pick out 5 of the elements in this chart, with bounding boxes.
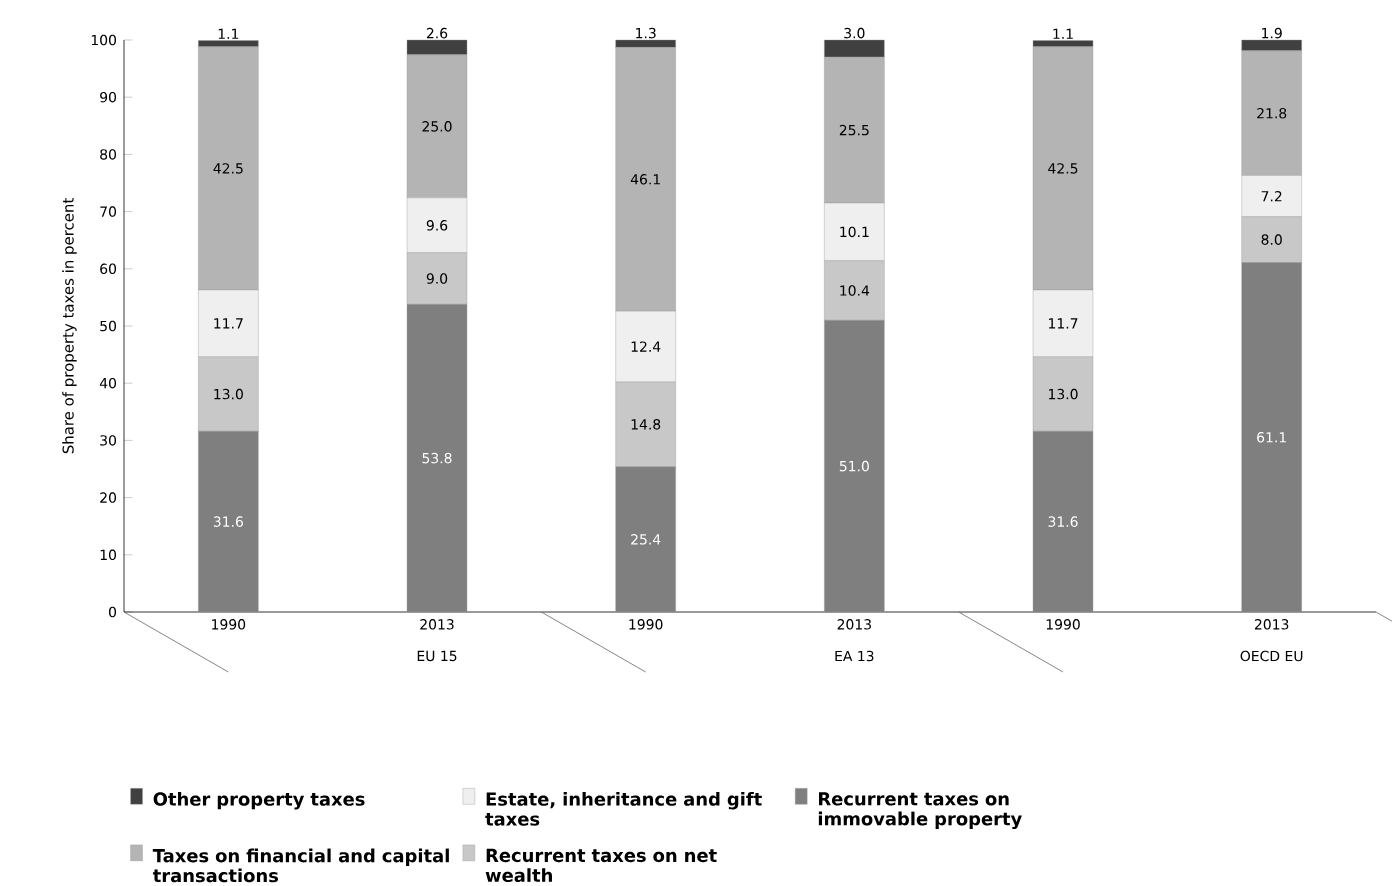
legend-label: Recurrent taxes on immovable property bbox=[818, 792, 1022, 830]
legend-label: Estate, inheritance and gift taxes bbox=[485, 791, 762, 826]
legend-label: Other property taxes bbox=[153, 791, 365, 810]
legend-label: Recurrent taxes on net wealth bbox=[485, 848, 717, 883]
legend-label: Taxes on financial and capital transactions bbox=[152, 848, 449, 883]
